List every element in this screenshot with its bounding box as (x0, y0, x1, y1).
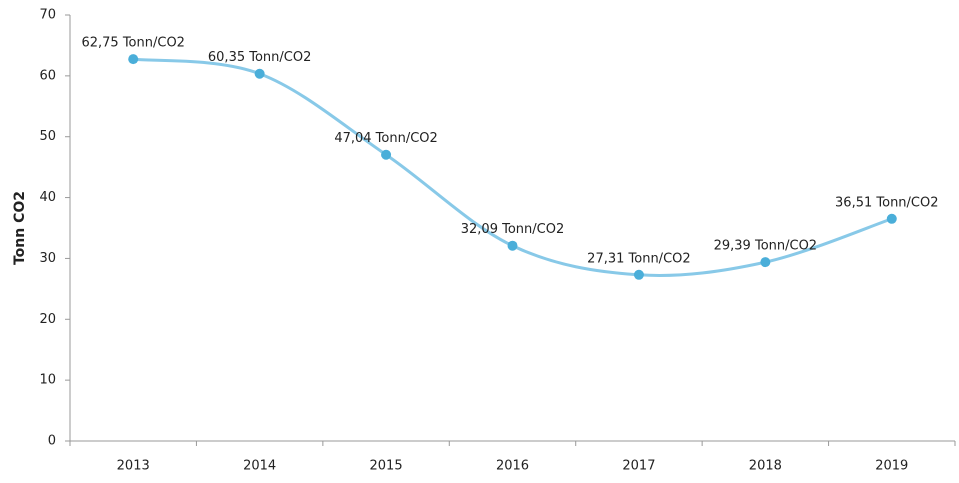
point (760, 257, 771, 268)
y-tick-label: 50 (39, 129, 56, 144)
point (507, 240, 518, 251)
point (254, 68, 265, 79)
y-tick-label: 10 (39, 373, 56, 388)
x-tick-label: 2014 (243, 459, 276, 474)
x-tick-label: 2016 (496, 459, 529, 474)
data-label: 32,09 Tonn/CO2 (461, 222, 564, 237)
x-tick-label: 2013 (117, 459, 150, 474)
y-tick-label: 40 (39, 190, 56, 205)
y-tick-label: 30 (39, 251, 56, 266)
point (886, 213, 897, 224)
y-tick-label: 60 (39, 68, 56, 83)
y-axis-title: Tonn CO2 (12, 191, 28, 265)
data-label: 62,75 Tonn/CO2 (81, 36, 184, 51)
y-tick-label: 70 (39, 8, 56, 23)
x-tick-label: 2019 (875, 459, 908, 474)
point (128, 54, 139, 65)
data-label: 36,51 Tonn/CO2 (835, 195, 938, 210)
x-tick-label: 2015 (370, 459, 403, 474)
y-tick-label: 0 (48, 434, 56, 449)
x-tick-label: 2017 (622, 459, 655, 474)
data-label: 60,35 Tonn/CO2 (208, 50, 311, 65)
data-label: 47,04 Tonn/CO2 (334, 131, 437, 146)
point (381, 149, 392, 160)
y-tick-label: 20 (39, 312, 56, 327)
x-tick-label: 2018 (749, 459, 782, 474)
point (633, 269, 644, 280)
data-label: 27,31 Tonn/CO2 (587, 251, 690, 266)
data-label: 29,39 Tonn/CO2 (714, 239, 817, 254)
